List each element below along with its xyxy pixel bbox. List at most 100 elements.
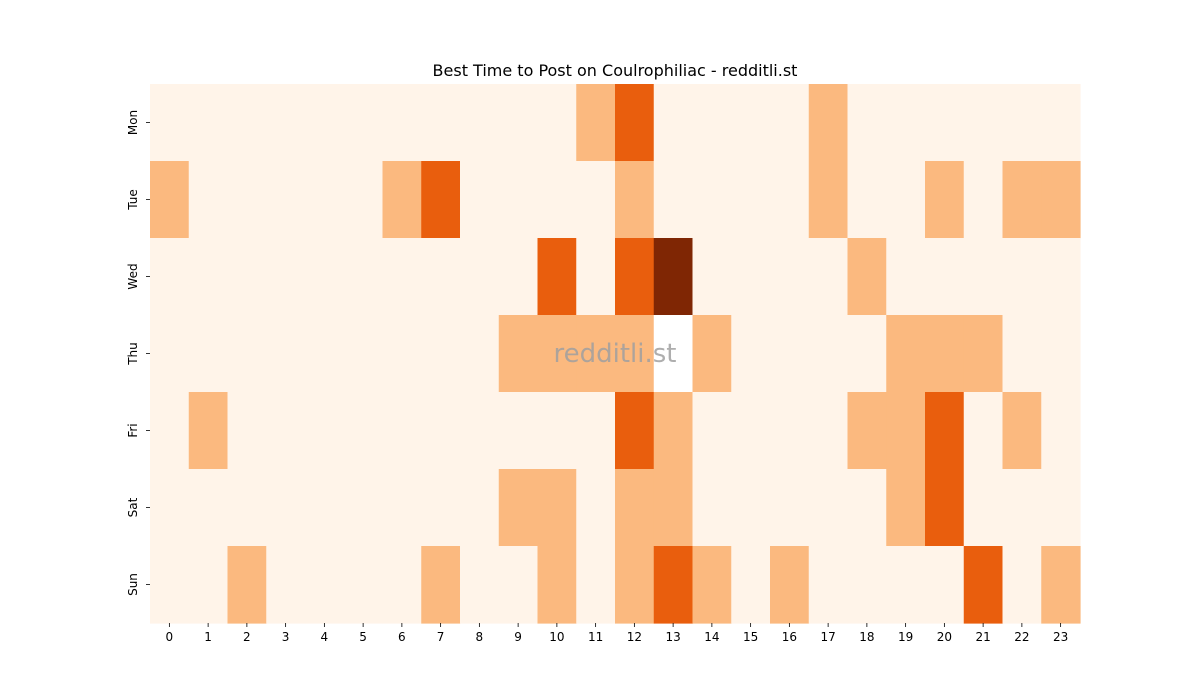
x-tick-label: 5 [359, 630, 367, 644]
heatmap-cell-sun-12 [615, 546, 655, 624]
x-tick-label: 7 [437, 630, 445, 644]
heatmap-cell-thu-0 [150, 315, 190, 393]
heatmap-cell-wed-9 [498, 238, 539, 316]
heatmap-cell-sun-22 [1002, 546, 1042, 624]
heatmap-cell-sat-13 [653, 469, 694, 547]
heatmap-cell-thu-11 [576, 315, 616, 393]
heatmap-cell-tue-12 [615, 161, 655, 239]
heatmap-cell-sun-7 [421, 546, 461, 624]
heatmap-cell-sun-17 [808, 546, 849, 624]
x-tick-label: 10 [549, 630, 564, 644]
y-tick-label: Thu [126, 342, 140, 366]
heatmap-cell-sun-10 [537, 546, 577, 624]
x-tick-label: 14 [704, 630, 719, 644]
heatmap-cell-tue-9 [498, 161, 539, 239]
heatmap-cell-fri-2 [227, 392, 267, 470]
x-tick-label: 12 [627, 630, 642, 644]
heatmap-cell-sat-8 [460, 469, 500, 547]
heatmap-cell-wed-18 [847, 238, 887, 316]
heatmap-cell-sun-5 [343, 546, 384, 624]
heatmap-cell-fri-10 [537, 392, 577, 470]
heatmap-cell-thu-14 [692, 315, 732, 393]
heatmap-cell-mon-21 [963, 84, 1004, 162]
heatmap-cell-tue-8 [460, 161, 500, 239]
y-tick-label: Mon [126, 110, 140, 135]
heatmap-cell-sat-18 [847, 469, 887, 547]
x-tick-label: 3 [282, 630, 290, 644]
heatmap-cell-thu-2 [227, 315, 267, 393]
heatmap-cell-tue-11 [576, 161, 616, 239]
x-tick-label: 8 [476, 630, 484, 644]
heatmap-cell-mon-12 [615, 84, 655, 162]
heatmap-cell-fri-18 [847, 392, 887, 470]
heatmap-cell-sun-15 [731, 546, 771, 624]
heatmap-cell-wed-15 [731, 238, 771, 316]
heatmap-cell-thu-17 [808, 315, 849, 393]
heatmap-cell-sun-13 [653, 546, 694, 624]
heatmap-cell-fri-22 [1002, 392, 1042, 470]
heatmap-cell-mon-9 [498, 84, 539, 162]
heatmap-cell-fri-0 [150, 392, 190, 470]
heatmap-cell-wed-23 [1041, 238, 1081, 316]
heatmap-cell-wed-11 [576, 238, 616, 316]
heatmap-cell-fri-4 [305, 392, 345, 470]
x-tick-label: 17 [820, 630, 835, 644]
heatmap-cell-thu-18 [847, 315, 887, 393]
heatmap-cell-fri-21 [963, 392, 1004, 470]
heatmap-cell-tue-18 [847, 161, 887, 239]
heatmap-cell-wed-13 [653, 238, 694, 316]
heatmap-cell-wed-17 [808, 238, 849, 316]
heatmap-cell-thu-1 [188, 315, 229, 393]
heatmap-cell-thu-7 [421, 315, 461, 393]
x-tick-label: 21 [975, 630, 990, 644]
heatmap-cell-thu-10 [537, 315, 577, 393]
heatmap-cell-sat-17 [808, 469, 849, 547]
heatmap-cell-tue-22 [1002, 161, 1042, 239]
heatmap-cell-fri-11 [576, 392, 616, 470]
heatmap-cell-mon-0 [150, 84, 190, 162]
heatmap-cell-sun-14 [692, 546, 732, 624]
heatmap-cell-sat-15 [731, 469, 771, 547]
heatmap-cell-tue-16 [770, 161, 810, 239]
heatmap-cell-mon-6 [382, 84, 422, 162]
heatmap-cell-tue-6 [382, 161, 422, 239]
heatmap-cell-sun-21 [963, 546, 1004, 624]
heatmap-cell-sat-21 [963, 469, 1004, 547]
heatmap-cell-tue-21 [963, 161, 1004, 239]
heatmap-cell-wed-2 [227, 238, 267, 316]
x-tick-label: 11 [588, 630, 603, 644]
heatmap-cell-mon-23 [1041, 84, 1081, 162]
heatmap-cell-wed-1 [188, 238, 229, 316]
x-axis-ticks: 0 1 2 3 4 5 6 7 8 9 10 11 12 13 14 15 16 17 18 19 20 21 22 23 [166, 623, 1068, 644]
heatmap-cell-sat-16 [770, 469, 810, 547]
heatmap-cell-tue-4 [305, 161, 345, 239]
heatmap-cell-fri-9 [498, 392, 539, 470]
chart-title: Best Time to Post on Coulrophiliac - red… [433, 61, 798, 80]
heatmap-cell-fri-5 [343, 392, 384, 470]
heatmap-cell-sat-14 [692, 469, 732, 547]
x-tick-label: 15 [743, 630, 758, 644]
heatmap-cell-mon-7 [421, 84, 461, 162]
heatmap-cell-fri-8 [460, 392, 500, 470]
heatmap-cell-mon-13 [653, 84, 694, 162]
heatmap-cell-sun-2 [227, 546, 267, 624]
x-tick-label: 2 [243, 630, 251, 644]
heatmap-cell-fri-20 [925, 392, 965, 470]
x-tick-label: 4 [321, 630, 329, 644]
heatmap-cell-fri-6 [382, 392, 422, 470]
heatmap-cell-thu-19 [886, 315, 926, 393]
heatmap-cells [150, 84, 1081, 624]
heatmap-cell-tue-17 [808, 161, 849, 239]
heatmap-cell-mon-10 [537, 84, 577, 162]
heatmap-cell-sat-3 [266, 469, 306, 547]
heatmap-cell-wed-8 [460, 238, 500, 316]
heatmap-cell-wed-10 [537, 238, 577, 316]
y-tick-label: Tue [126, 189, 140, 211]
heatmap-cell-mon-22 [1002, 84, 1042, 162]
x-tick-label: 20 [937, 630, 952, 644]
heatmap-cell-mon-15 [731, 84, 771, 162]
y-tick-label: Sun [126, 573, 140, 596]
heatmap-cell-thu-12 [615, 315, 655, 393]
heatmap-cell-sun-0 [150, 546, 190, 624]
